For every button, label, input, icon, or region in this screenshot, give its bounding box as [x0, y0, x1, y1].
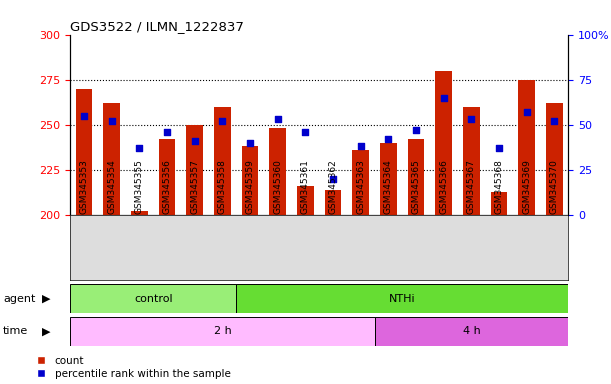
- Bar: [159, 139, 175, 215]
- Bar: [236, 284, 568, 313]
- Bar: [214, 107, 231, 215]
- Text: 2 h: 2 h: [214, 326, 232, 336]
- Bar: [269, 128, 286, 215]
- Text: time: time: [3, 326, 28, 336]
- Point: [384, 136, 393, 142]
- Bar: [70, 317, 375, 346]
- Text: NTHi: NTHi: [389, 293, 415, 304]
- Bar: [186, 125, 203, 215]
- Point: [134, 145, 144, 151]
- Text: control: control: [134, 293, 172, 304]
- Text: ▶: ▶: [42, 326, 50, 336]
- Point: [522, 109, 532, 115]
- Point: [107, 118, 117, 124]
- Text: 4 h: 4 h: [463, 326, 480, 336]
- Point: [467, 116, 477, 122]
- Bar: [518, 80, 535, 215]
- Bar: [380, 143, 397, 215]
- Bar: [103, 103, 120, 215]
- Bar: [491, 192, 507, 215]
- Point: [411, 127, 421, 133]
- Legend: count, percentile rank within the sample: count, percentile rank within the sample: [36, 356, 230, 379]
- Text: ▶: ▶: [42, 293, 50, 304]
- Bar: [353, 150, 369, 215]
- Point: [273, 116, 283, 122]
- Bar: [70, 284, 236, 313]
- Point: [79, 113, 89, 119]
- Point: [245, 140, 255, 146]
- Bar: [325, 190, 342, 215]
- Point: [356, 143, 365, 149]
- Point: [494, 145, 504, 151]
- Bar: [76, 89, 92, 215]
- Bar: [546, 103, 563, 215]
- Text: GDS3522 / ILMN_1222837: GDS3522 / ILMN_1222837: [70, 20, 244, 33]
- Bar: [242, 146, 258, 215]
- Point: [439, 95, 448, 101]
- Bar: [297, 186, 313, 215]
- Point: [190, 138, 200, 144]
- Bar: [131, 212, 148, 215]
- Bar: [463, 107, 480, 215]
- Bar: [375, 317, 568, 346]
- Point: [328, 176, 338, 182]
- Point: [301, 129, 310, 135]
- Point: [162, 129, 172, 135]
- Bar: [408, 139, 425, 215]
- Point: [549, 118, 559, 124]
- Point: [218, 118, 227, 124]
- Bar: [436, 71, 452, 215]
- Text: agent: agent: [3, 293, 35, 304]
